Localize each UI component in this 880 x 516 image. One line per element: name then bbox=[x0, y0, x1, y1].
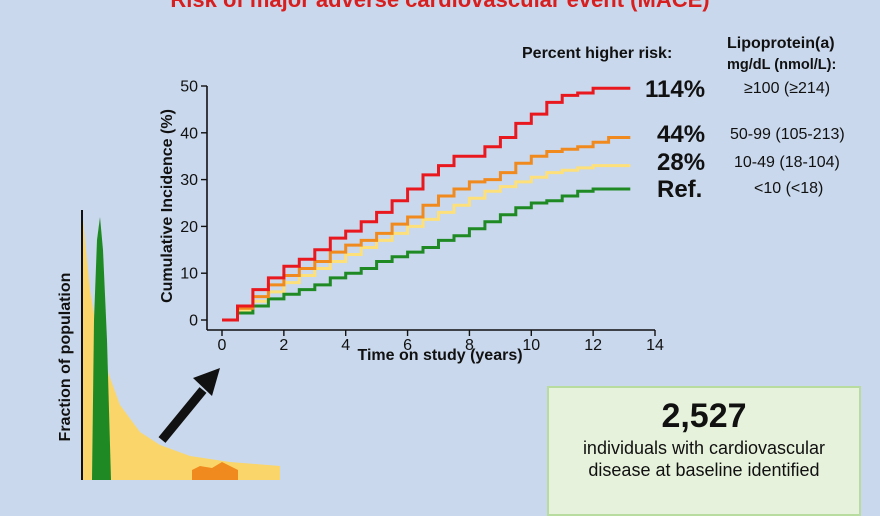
chart-series-lines bbox=[222, 86, 631, 322]
x-axis-label: Time on study (years) bbox=[357, 347, 523, 364]
x-tick-label: 4 bbox=[341, 337, 350, 354]
x-tick-label: 10 bbox=[522, 337, 540, 354]
info-box-number: 2,527 bbox=[661, 397, 747, 435]
info-box-text: individuals with cardiovascular disease … bbox=[582, 438, 826, 480]
arrow-icon bbox=[158, 368, 220, 443]
lpa-level-group-2: 50-99 (105-213) bbox=[730, 126, 845, 143]
series-line-1 bbox=[222, 86, 631, 322]
y-tick-label: 50 bbox=[180, 79, 198, 96]
lipoprotein-unit-header: mg/dL (nmol/L): bbox=[727, 57, 837, 73]
info-box: 2,527 individuals with cardiovascular di… bbox=[547, 386, 861, 516]
x-tick-label: 8 bbox=[465, 337, 474, 354]
chart-title: Risk of major adverse cardiovascular eve… bbox=[0, 0, 880, 13]
y-tick-label: 30 bbox=[180, 172, 198, 189]
percent-higher-risk-header: Percent higher risk: bbox=[522, 45, 673, 62]
y-axis-label: Cumulative Incidence (%) bbox=[159, 109, 176, 303]
chart-axes: 0 10 20 30 40 50 0 2 4 6 8 10 12 14 bbox=[180, 79, 664, 355]
x-tick-label: 0 bbox=[218, 337, 227, 354]
population-yellow-area bbox=[82, 210, 280, 480]
risk-label-group-3: 28% bbox=[657, 149, 706, 176]
y-tick-label: 10 bbox=[180, 266, 198, 283]
x-tick-label: 6 bbox=[403, 337, 412, 354]
x-tick-label: 14 bbox=[646, 337, 664, 354]
risk-label-group-1: 114% bbox=[645, 76, 706, 103]
y-tick-label: 20 bbox=[180, 219, 198, 236]
population-axis-label: Fraction of population bbox=[57, 272, 74, 442]
chart-canvas: 0 10 20 30 40 50 0 2 4 6 8 10 12 14 bbox=[81, 79, 664, 480]
y-tick-label: 40 bbox=[180, 125, 198, 142]
population-green-peak bbox=[92, 217, 111, 480]
lpa-level-group-1: ≥100 (≥214) bbox=[744, 80, 831, 97]
lpa-level-group-3: 10-49 (18-104) bbox=[734, 154, 840, 171]
population-distribution bbox=[81, 210, 280, 480]
y-tick-label: 0 bbox=[189, 313, 198, 330]
lpa-level-group-4: <10 (<18) bbox=[754, 180, 824, 197]
lipoprotein-header: Lipoprotein(a) bbox=[727, 35, 835, 52]
series-line-2 bbox=[222, 136, 631, 322]
risk-label-group-2: 44% bbox=[657, 121, 706, 148]
series-line-4 bbox=[222, 187, 631, 322]
series-line-3 bbox=[222, 164, 631, 322]
x-tick-label: 2 bbox=[279, 337, 288, 354]
risk-label-group-4: Ref. bbox=[657, 176, 703, 203]
population-orange-area bbox=[192, 462, 238, 480]
x-tick-label: 12 bbox=[584, 337, 602, 354]
